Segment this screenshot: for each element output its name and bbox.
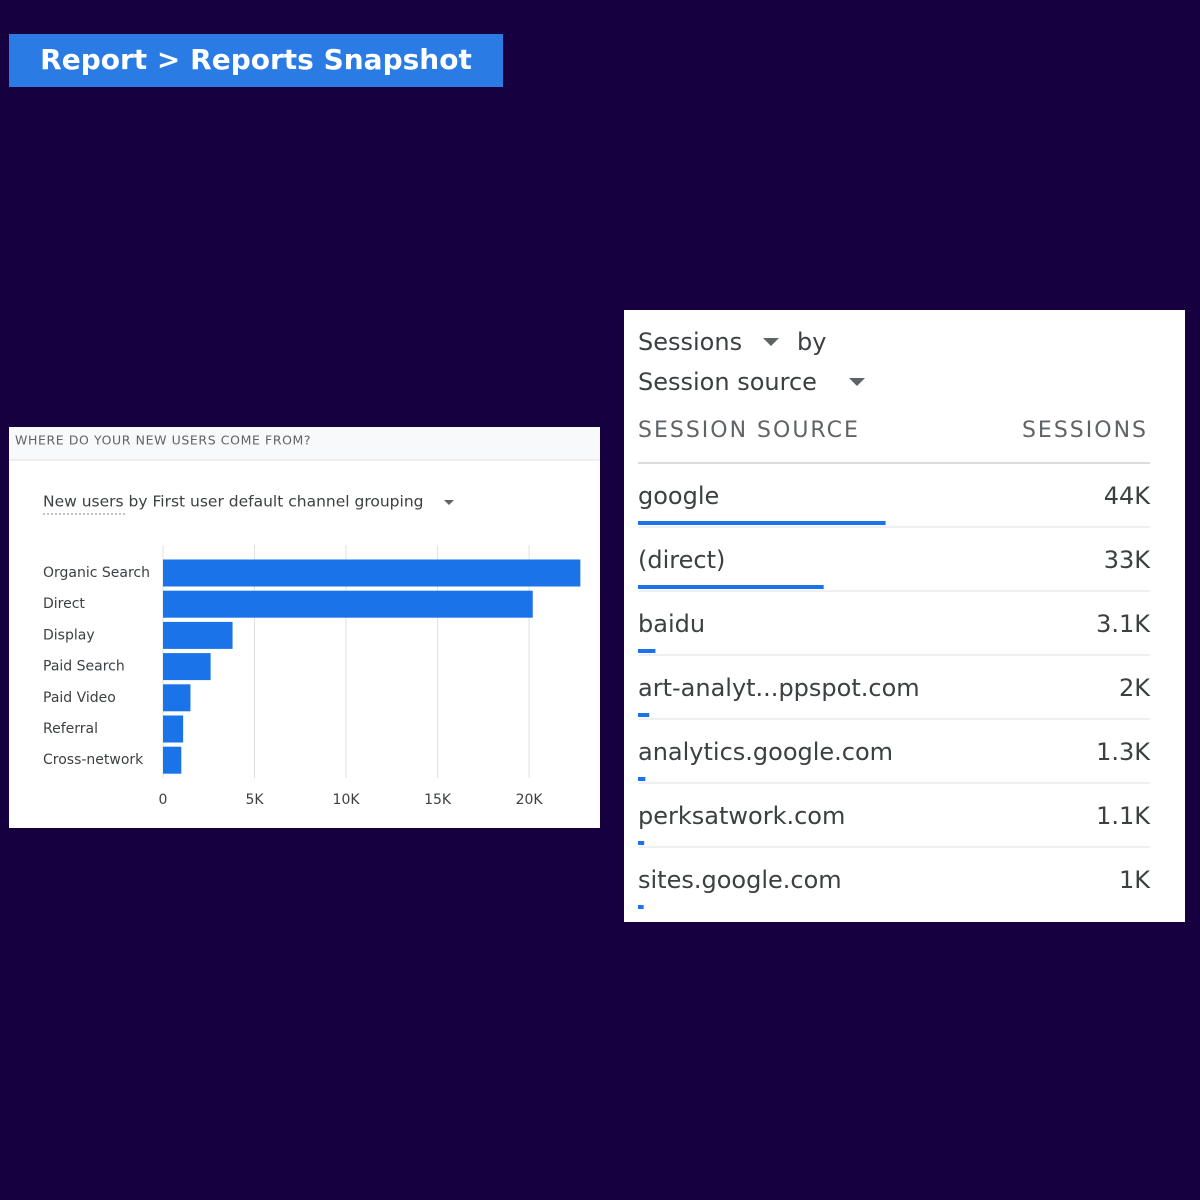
dropdown-arrow[interactable] (849, 378, 865, 386)
sessions-bar (638, 521, 886, 525)
header-box (9, 34, 503, 87)
y-tick-label: Cross-network (43, 752, 144, 768)
by-text: by (797, 328, 826, 356)
bar (163, 715, 184, 743)
chart-title: WHERE DO YOUR NEW USERS COME FROM? (15, 433, 311, 448)
sessions-bar (638, 905, 644, 909)
dimension-selector[interactable]: Session source (638, 368, 817, 396)
header-title: Report > Reports Snapshot (40, 43, 472, 76)
left-panel (9, 427, 600, 828)
sessions-value: 33K (1104, 546, 1152, 574)
bar (163, 590, 533, 618)
y-tick-label: Display (43, 627, 95, 643)
source-name: perksatwork.com (638, 802, 845, 830)
x-tick-label: 15K (424, 792, 452, 808)
bar (163, 653, 211, 681)
source-name: (direct) (638, 546, 725, 574)
sessions-bar (638, 585, 824, 589)
y-tick-label: Paid Video (43, 690, 116, 706)
source-name: sites.google.com (638, 866, 842, 894)
y-tick-label: Referral (43, 721, 98, 737)
sessions-value: 1K (1119, 866, 1151, 894)
bar (163, 559, 581, 587)
sessions-bar (638, 649, 656, 653)
source-name: art-analyt...ppspot.com (638, 674, 920, 702)
bar (163, 684, 191, 712)
sessions-bar (638, 777, 646, 781)
sessions-value: 1.1K (1096, 802, 1151, 830)
y-tick-label: Direct (43, 596, 85, 612)
sessions-value: 2K (1119, 674, 1151, 702)
right-panel (624, 310, 1185, 922)
sessions-value: 3.1K (1096, 610, 1151, 638)
y-tick-label: Paid Search (43, 659, 125, 675)
column-header: SESSIONS (1022, 418, 1148, 443)
sessions-value: 1.3K (1096, 738, 1151, 766)
y-tick-label: Organic Search (43, 565, 150, 581)
source-name: google (638, 482, 719, 510)
metric-selector[interactable]: Sessions (638, 328, 742, 356)
column-header: SESSION SOURCE (638, 418, 860, 443)
x-tick-label: 5K (245, 792, 264, 808)
x-tick-label: 20K (516, 792, 544, 808)
panel-header (9, 427, 600, 460)
sessions-value: 44K (1104, 482, 1152, 510)
sessions-bar (638, 841, 645, 845)
dropdown-arrow[interactable] (763, 338, 779, 346)
source-name: baidu (638, 610, 705, 638)
source-name: analytics.google.com (638, 738, 893, 766)
x-tick-label: 10K (333, 792, 361, 808)
bar (163, 746, 182, 774)
bar (163, 621, 233, 649)
x-tick-label: 0 (159, 792, 168, 808)
dropdown-arrow[interactable] (444, 500, 454, 505)
chart-subtitle: New users by First user default channel … (43, 493, 423, 511)
sessions-bar (638, 713, 650, 717)
